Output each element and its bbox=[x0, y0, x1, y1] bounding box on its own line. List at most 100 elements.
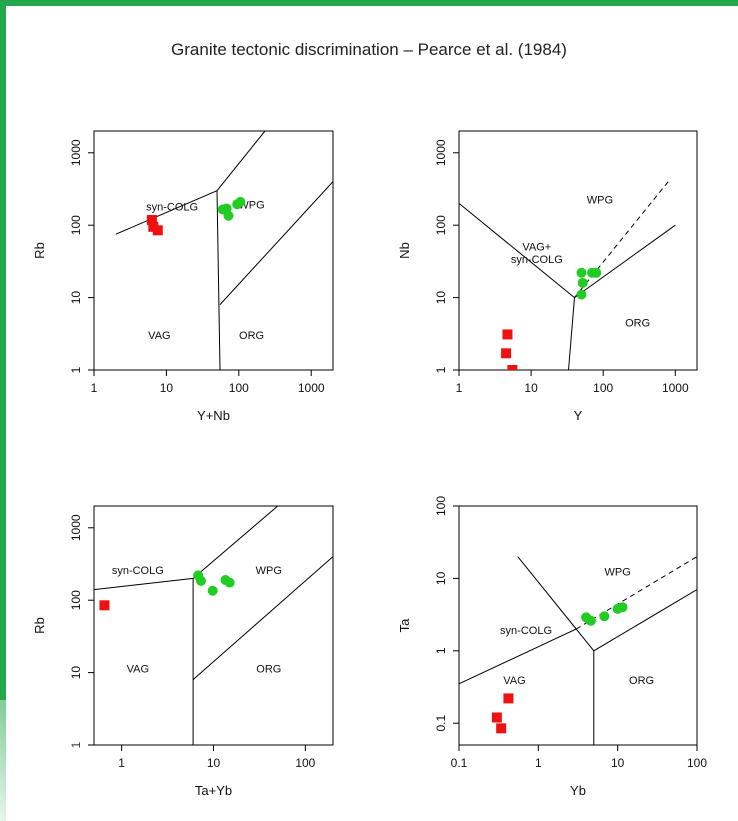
boundary-line bbox=[517, 556, 577, 630]
data-points bbox=[99, 570, 235, 611]
region-label: WPG bbox=[256, 565, 282, 577]
y-tick-label: 1 bbox=[434, 366, 448, 373]
y-tick-label: 100 bbox=[434, 496, 448, 516]
boundary-line bbox=[568, 297, 575, 370]
frame-border-top bbox=[0, 0, 738, 6]
region-label: ORG bbox=[256, 664, 281, 676]
data-point-red bbox=[507, 365, 518, 370]
panel-3: 1 10 100 1 10 100 1000 Ta+Yb Rb syn-COLG WPG VAG ORG bbox=[32, 505, 334, 798]
y-axis-label: Nb bbox=[397, 242, 412, 259]
y-tick-label: 0.1 bbox=[434, 715, 448, 732]
y-tick-label: 1000 bbox=[434, 139, 448, 166]
x-tick-label: 10 bbox=[207, 756, 221, 770]
data-point-green bbox=[223, 210, 234, 221]
region-label: WPG bbox=[587, 194, 613, 206]
data-point-red bbox=[146, 214, 157, 225]
boundary-line bbox=[459, 589, 697, 685]
region-label: syn-COLG bbox=[500, 625, 552, 637]
boundary-line bbox=[219, 181, 333, 305]
x-tick-label: 0.1 bbox=[451, 756, 468, 770]
region-label: ORG bbox=[625, 317, 650, 329]
y-tick-label: 1 bbox=[434, 647, 448, 654]
data-point-red bbox=[491, 712, 502, 723]
region-label: VAG bbox=[503, 675, 525, 687]
boundary-line bbox=[459, 203, 676, 299]
frame-border-left bbox=[0, 0, 6, 821]
data-point-green bbox=[235, 196, 246, 207]
boundary-lines bbox=[94, 506, 333, 745]
region-label: syn-COLG bbox=[146, 201, 198, 213]
y-tick-label: 100 bbox=[434, 215, 448, 235]
plot-frame bbox=[93, 130, 334, 371]
plot-frame bbox=[458, 130, 698, 371]
region-label: WPG bbox=[605, 566, 631, 578]
data-point-green bbox=[576, 267, 587, 278]
boundary-line bbox=[192, 556, 333, 680]
x-tick-label: 1 bbox=[535, 756, 542, 770]
data-point-green bbox=[207, 585, 218, 596]
boundary-lines bbox=[459, 181, 676, 370]
x-tick-label: 100 bbox=[295, 756, 315, 770]
data-point-red bbox=[503, 693, 514, 704]
region-label: ORG bbox=[629, 675, 654, 687]
y-tick-label: 10 bbox=[434, 291, 448, 305]
region-label: syn-COLG bbox=[112, 565, 164, 577]
plot-frame bbox=[458, 505, 698, 746]
boundary-dashed-line bbox=[575, 556, 697, 630]
plot-frame bbox=[93, 505, 334, 746]
data-point-green bbox=[195, 575, 206, 586]
y-tick-label: 1 bbox=[69, 741, 83, 748]
panel-4: 0.1 1 10 100 0.1 1 10 100 Yb Ta WPG syn-COLG VAG ORG bbox=[397, 496, 707, 798]
data-points bbox=[501, 267, 602, 370]
data-point-green bbox=[577, 277, 588, 288]
x-axis-label: Y+Nb bbox=[197, 408, 230, 423]
x-tick-label: 10 bbox=[611, 756, 625, 770]
data-point-green bbox=[576, 289, 587, 300]
boundary-line bbox=[115, 131, 266, 235]
data-point-green bbox=[585, 615, 596, 626]
region-label: VAG+ bbox=[522, 241, 551, 253]
x-axis-label: Ta+Yb bbox=[195, 783, 232, 798]
data-point-green bbox=[591, 267, 602, 278]
figure-title: Granite tectonic discrimination – Pearce… bbox=[171, 40, 567, 59]
y-axis-label: Ta bbox=[397, 618, 412, 633]
x-tick-label: 1 bbox=[118, 756, 125, 770]
x-tick-label: 1000 bbox=[662, 381, 689, 395]
x-tick-label: 100 bbox=[593, 381, 613, 395]
boundary-line bbox=[94, 506, 279, 591]
boundary-line bbox=[216, 190, 221, 370]
x-axis-label: Yb bbox=[570, 783, 586, 798]
x-tick-label: 100 bbox=[687, 756, 707, 770]
data-point-red bbox=[496, 723, 507, 734]
x-tick-label: 10 bbox=[524, 381, 538, 395]
data-point-red bbox=[502, 329, 513, 340]
y-tick-label: 10 bbox=[434, 571, 448, 585]
data-point-red bbox=[99, 600, 110, 611]
y-axis-label: Rb bbox=[32, 242, 47, 259]
data-point-red bbox=[152, 225, 163, 236]
x-tick-label: 1000 bbox=[298, 381, 325, 395]
x-axis-label: Y bbox=[574, 408, 583, 423]
panel-2: 1 10 100 1000 1 10 100 1000 Y Nb WPG VAG+syn-COLG OR… bbox=[397, 130, 698, 423]
y-tick-label: 10 bbox=[69, 666, 83, 680]
region-label: syn-COLG bbox=[511, 254, 563, 266]
y-axis-label: Rb bbox=[32, 617, 47, 634]
data-points bbox=[146, 196, 246, 236]
boundary-lines bbox=[459, 556, 697, 745]
boundary-dashed-line bbox=[574, 181, 669, 298]
y-tick-label: 100 bbox=[69, 215, 83, 235]
y-tick-label: 1000 bbox=[69, 514, 83, 541]
y-tick-label: 1000 bbox=[69, 139, 83, 166]
data-points bbox=[491, 602, 628, 734]
region-label: ORG bbox=[239, 330, 264, 342]
data-point-green bbox=[617, 602, 628, 613]
x-tick-label: 100 bbox=[229, 381, 249, 395]
y-tick-label: 10 bbox=[69, 291, 83, 305]
data-point-green bbox=[224, 577, 235, 588]
x-tick-label: 1 bbox=[456, 381, 463, 395]
data-point-red bbox=[501, 348, 512, 359]
data-point-green bbox=[599, 611, 610, 622]
